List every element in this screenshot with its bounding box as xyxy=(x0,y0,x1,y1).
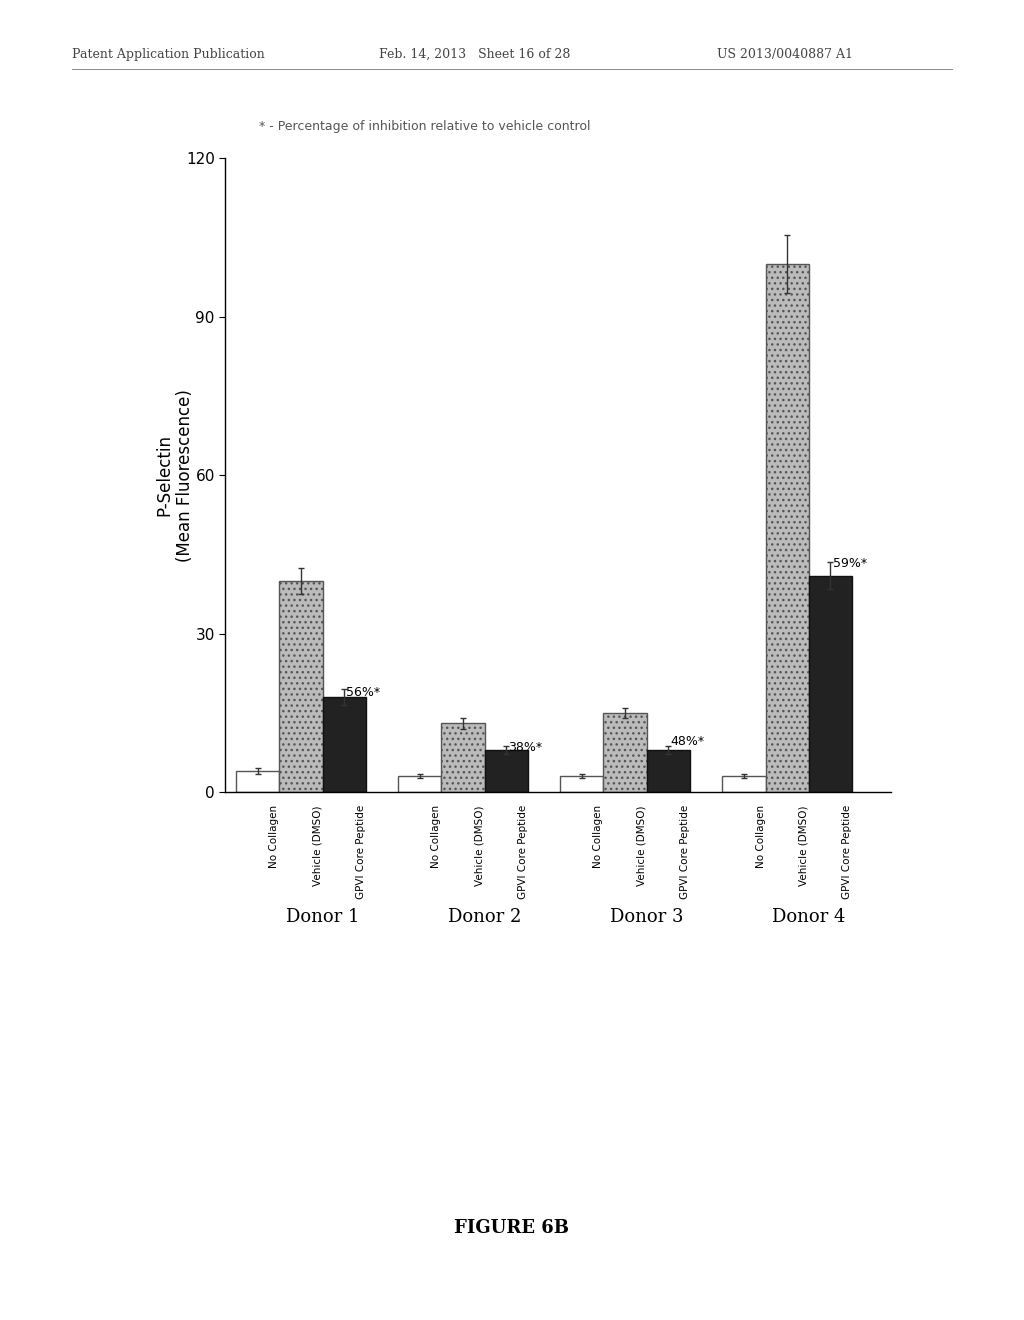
Bar xyxy=(809,576,852,792)
Text: No Collagen: No Collagen xyxy=(594,805,603,869)
Text: US 2013/0040887 A1: US 2013/0040887 A1 xyxy=(717,48,853,61)
Text: 48%*: 48%* xyxy=(671,735,705,748)
Bar xyxy=(722,776,766,792)
Text: Vehicle (DMSO): Vehicle (DMSO) xyxy=(474,805,484,886)
Bar xyxy=(560,776,603,792)
Bar xyxy=(647,750,690,792)
Text: Vehicle (DMSO): Vehicle (DMSO) xyxy=(637,805,647,886)
Text: Donor 2: Donor 2 xyxy=(447,908,521,927)
Text: Feb. 14, 2013   Sheet 16 of 28: Feb. 14, 2013 Sheet 16 of 28 xyxy=(379,48,570,61)
Text: 38%*: 38%* xyxy=(508,742,543,754)
Text: FIGURE 6B: FIGURE 6B xyxy=(455,1218,569,1237)
Bar xyxy=(398,776,441,792)
Y-axis label: P-Selectin
(Mean Fluorescence): P-Selectin (Mean Fluorescence) xyxy=(156,389,195,561)
Text: Donor 3: Donor 3 xyxy=(610,908,683,927)
Bar xyxy=(484,750,527,792)
Text: GPVI Core Peptide: GPVI Core Peptide xyxy=(680,805,690,899)
Text: Vehicle (DMSO): Vehicle (DMSO) xyxy=(312,805,323,886)
Text: 56%*: 56%* xyxy=(346,686,381,700)
Bar xyxy=(323,697,366,792)
Bar xyxy=(766,264,809,792)
Text: GPVI Core Peptide: GPVI Core Peptide xyxy=(842,805,852,899)
Bar xyxy=(280,581,323,792)
Text: Patent Application Publication: Patent Application Publication xyxy=(72,48,264,61)
Bar xyxy=(237,771,280,792)
Text: Donor 4: Donor 4 xyxy=(772,908,846,927)
Text: Vehicle (DMSO): Vehicle (DMSO) xyxy=(799,805,809,886)
Text: GPVI Core Peptide: GPVI Core Peptide xyxy=(355,805,366,899)
Bar xyxy=(441,723,484,792)
Bar xyxy=(603,713,647,792)
Text: No Collagen: No Collagen xyxy=(756,805,766,869)
Text: Donor 1: Donor 1 xyxy=(286,908,359,927)
Text: No Collagen: No Collagen xyxy=(431,805,441,869)
Text: * - Percentage of inhibition relative to vehicle control: * - Percentage of inhibition relative to… xyxy=(258,120,590,133)
Text: GPVI Core Peptide: GPVI Core Peptide xyxy=(518,805,527,899)
Text: 59%*: 59%* xyxy=(833,557,866,570)
Text: No Collagen: No Collagen xyxy=(269,805,280,869)
